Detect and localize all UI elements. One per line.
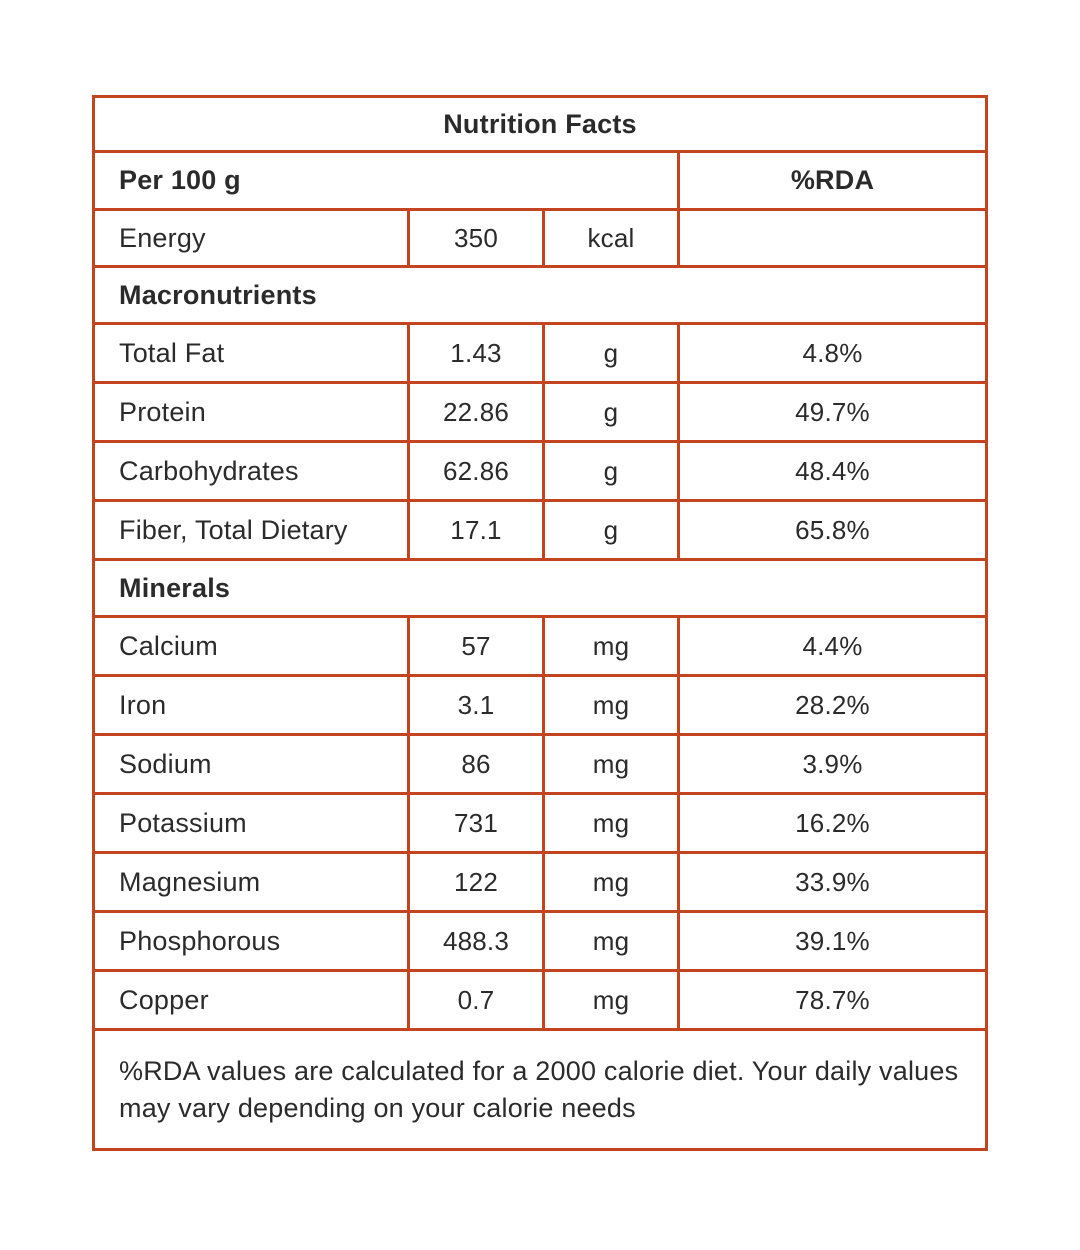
nutrient-unit: g <box>545 384 680 440</box>
nutrient-value: 62.86 <box>410 443 545 499</box>
section-row-minerals: Minerals <box>95 561 985 618</box>
nutrient-unit: g <box>545 325 680 381</box>
row-iron: Iron 3.1 mg 28.2% <box>95 677 985 736</box>
nutrient-rda <box>680 211 985 265</box>
nutrient-rda: 4.8% <box>802 337 863 368</box>
section-title: Macronutrients <box>119 279 317 310</box>
nutrient-rda: 48.4% <box>795 455 870 486</box>
nutrient-rda: 78.7% <box>795 984 870 1015</box>
row-magnesium: Magnesium 122 mg 33.9% <box>95 854 985 913</box>
column-header-row: Per 100 g %RDA <box>95 153 985 211</box>
nutrient-rda: 3.9% <box>802 748 863 779</box>
nutrient-value: 22.86 <box>410 384 545 440</box>
nutrient-value: 350 <box>410 211 545 265</box>
row-protein: Protein 22.86 g 49.7% <box>95 384 985 443</box>
row-potassium: Potassium 731 mg 16.2% <box>95 795 985 854</box>
nutrient-value: 17.1 <box>410 502 545 558</box>
nutrient-value: 488.3 <box>410 913 545 969</box>
nutrient-label: Energy <box>95 211 410 265</box>
nutrient-value: 122 <box>410 854 545 910</box>
nutrient-value: 731 <box>410 795 545 851</box>
nutrient-rda: 65.8% <box>795 514 870 545</box>
row-sodium: Sodium 86 mg 3.9% <box>95 736 985 795</box>
nutrient-label: Phosphorous <box>95 913 410 969</box>
nutrient-rda: 28.2% <box>795 689 870 720</box>
row-energy: Energy 350 kcal <box>95 211 985 268</box>
nutrient-rda: 39.1% <box>795 925 870 956</box>
nutrient-rda: 49.7% <box>795 396 870 427</box>
nutrient-unit: mg <box>545 854 680 910</box>
nutrient-value: 3.1 <box>410 677 545 733</box>
nutrient-unit: mg <box>545 677 680 733</box>
nutrient-label: Potassium <box>95 795 410 851</box>
nutrient-rda: 4.4% <box>802 630 863 661</box>
nutrient-label: Iron <box>95 677 410 733</box>
nutrient-unit: mg <box>545 736 680 792</box>
nutrient-label: Magnesium <box>95 854 410 910</box>
nutrient-unit: mg <box>545 795 680 851</box>
nutrient-rda: 16.2% <box>795 807 870 838</box>
footnote-row: %RDA values are calculated for a 2000 ca… <box>95 1031 985 1148</box>
title-row: Nutrition Facts <box>95 98 985 153</box>
row-fiber: Fiber, Total Dietary 17.1 g 65.8% <box>95 502 985 561</box>
row-copper: Copper 0.7 mg 78.7% <box>95 972 985 1031</box>
nutrient-label: Copper <box>95 972 410 1028</box>
nutrient-unit: mg <box>545 913 680 969</box>
rda-footnote: %RDA values are calculated for a 2000 ca… <box>119 1056 959 1123</box>
row-carbohydrates: Carbohydrates 62.86 g 48.4% <box>95 443 985 502</box>
nutrient-label: Calcium <box>95 618 410 674</box>
nutrient-unit: mg <box>545 618 680 674</box>
nutrient-value: 57 <box>410 618 545 674</box>
section-title: Minerals <box>119 572 231 603</box>
nutrition-facts-table: Nutrition Facts Per 100 g %RDA Energy 35… <box>92 95 988 1151</box>
nutrient-unit: kcal <box>545 211 680 265</box>
nutrient-unit: g <box>545 502 680 558</box>
row-phosphorous: Phosphorous 488.3 mg 39.1% <box>95 913 985 972</box>
nutrient-label: Sodium <box>95 736 410 792</box>
nutrient-label: Total Fat <box>95 325 410 381</box>
row-total-fat: Total Fat 1.43 g 4.8% <box>95 325 985 384</box>
nutrient-value: 86 <box>410 736 545 792</box>
nutrient-unit: g <box>545 443 680 499</box>
serving-size-header: Per 100 g <box>95 153 680 208</box>
nutrient-label: Fiber, Total Dietary <box>95 502 410 558</box>
nutrient-unit: mg <box>545 972 680 1028</box>
nutrient-rda: 33.9% <box>795 866 870 897</box>
nutrient-value: 0.7 <box>410 972 545 1028</box>
row-calcium: Calcium 57 mg 4.4% <box>95 618 985 677</box>
table-title: Nutrition Facts <box>443 108 637 139</box>
rda-header: %RDA <box>790 165 875 195</box>
nutrient-value: 1.43 <box>410 325 545 381</box>
section-row-macronutrients: Macronutrients <box>95 268 985 325</box>
nutrient-label: Carbohydrates <box>95 443 410 499</box>
nutrient-label: Protein <box>95 384 410 440</box>
